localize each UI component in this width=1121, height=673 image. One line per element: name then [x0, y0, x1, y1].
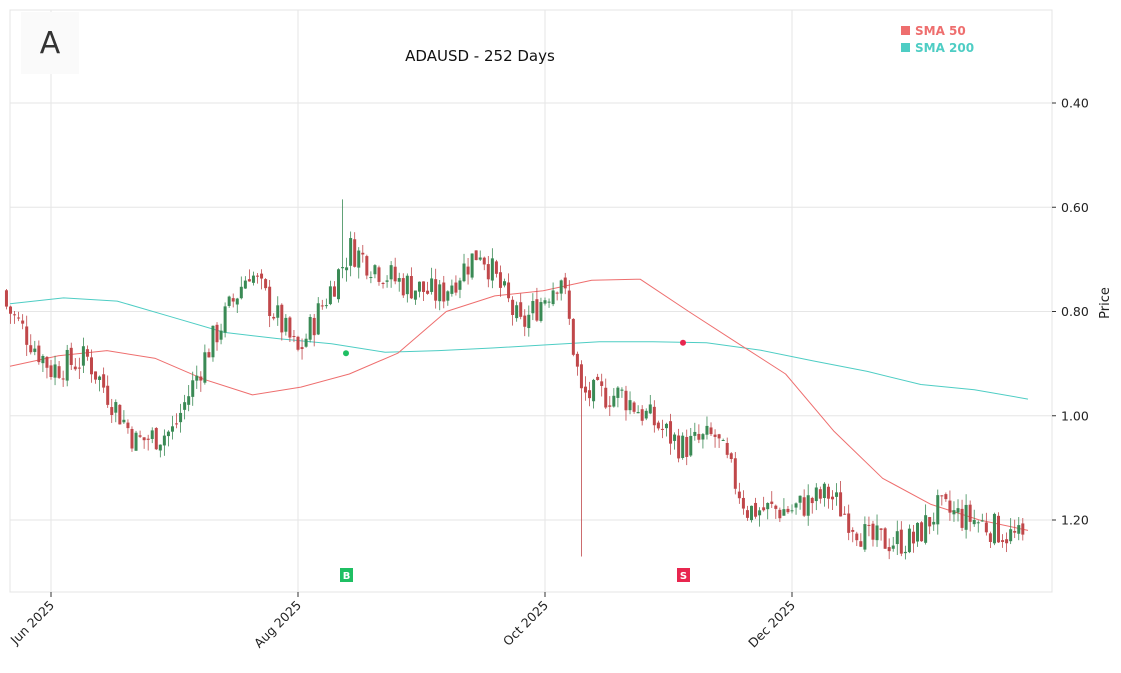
buy-cross-dot [343, 350, 349, 357]
x-tick-label: Oct 2025 [500, 598, 551, 649]
sma-50-legend-swatch [901, 26, 910, 35]
sell-signal-badge [677, 568, 690, 582]
y-tick-label: 0.60 [1061, 200, 1089, 215]
asset-logo: A [21, 12, 79, 74]
x-tick-label: Jun 2025 [7, 598, 57, 648]
y-tick-label: 0.80 [1061, 304, 1089, 319]
candlestick-series [4, 199, 1025, 560]
x-tick-label: Aug 2025 [251, 598, 304, 651]
y-tick-label: 1.20 [1061, 513, 1089, 528]
chart-title: ADAUSD - 252 Days [405, 47, 555, 65]
plot-area [9, 9, 1053, 593]
y-axis-label: Price [1098, 287, 1113, 319]
sma-200-legend-swatch [901, 43, 910, 52]
y-tick-label: 1.00 [1061, 408, 1089, 423]
sell-cross-dot [680, 339, 686, 346]
gridlines [10, 10, 1052, 592]
x-axis: Jun 2025 Aug 2025 Oct 2025 Dec 2025 [7, 592, 798, 651]
y-axis: 1.20 1.00 0.80 0.60 0.40 [1052, 96, 1089, 528]
x-tick-label: Dec 2025 [745, 598, 798, 651]
legend: SMA 50 SMA 200 [901, 24, 974, 55]
sell-signal-label: S [680, 571, 687, 582]
sma-50-line [9, 278, 1029, 531]
asset-logo-letter: A [39, 25, 61, 61]
y-tick-label: 0.40 [1061, 96, 1089, 111]
sma-200-line [9, 297, 1029, 400]
sma-200-legend-label: SMA 200 [915, 41, 974, 55]
sma-50-legend-label: SMA 50 [915, 24, 966, 38]
buy-signal-label: B [343, 571, 351, 582]
buy-signal-badge [340, 568, 353, 582]
